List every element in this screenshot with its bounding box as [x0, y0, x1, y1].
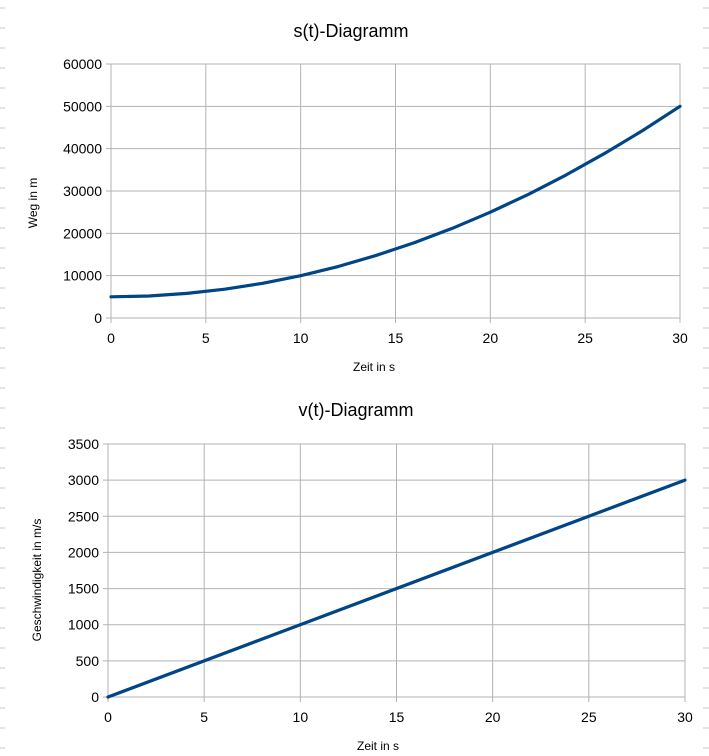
x-tick-labels: 0 5 10 15 20 25 30: [104, 709, 693, 725]
x-tick-labels: 0 5 10 15 20 25 30: [107, 330, 688, 346]
y-tick-labels: 0 10000 20000 30000 40000 50000 60000: [63, 56, 102, 326]
y-tick-label: 30000: [63, 183, 102, 199]
x-tick-label: 10: [293, 709, 309, 725]
x-tick-label: 25: [581, 709, 597, 725]
y-tick-label: 500: [76, 653, 100, 669]
y-tick-labels: 0 500 1000 1500 2000 2500 3000 3500: [68, 436, 99, 705]
s-t-chart: s(t)-Diagramm 0 10000 20000 30000 40000 50000…: [26, 21, 688, 374]
x-axis-label: Zeit in s: [357, 739, 399, 753]
y-tick-label: 10000: [63, 268, 102, 284]
x-tick-label: 0: [107, 330, 115, 346]
x-tick-label: 0: [104, 709, 112, 725]
x-tick-label: 5: [200, 709, 208, 725]
x-tick-label: 20: [485, 709, 501, 725]
y-tick-label: 3500: [68, 436, 99, 452]
gridlines: [106, 63, 681, 323]
y-axis-label: Geschwindigkeit in m/s: [30, 519, 44, 642]
y-tick-label: 0: [91, 689, 99, 705]
gridlines: [103, 443, 686, 702]
sheet-gutter-marks: [0, 7, 709, 749]
y-axis-label: Weg in m: [26, 178, 40, 228]
x-tick-label: 30: [672, 330, 688, 346]
y-tick-label: 40000: [63, 141, 102, 157]
x-tick-label: 15: [389, 709, 405, 725]
y-tick-label: 2500: [68, 508, 99, 524]
chart-title: s(t)-Diagramm: [294, 21, 409, 41]
v-t-chart: v(t)-Diagramm 0 500 1000 1500 2000 2500 3000 35…: [30, 400, 693, 753]
distance-series-line: [109, 104, 682, 299]
y-tick-label: 0: [94, 310, 102, 326]
x-axis-label: Zeit in s: [353, 360, 395, 374]
x-tick-label: 15: [388, 330, 404, 346]
chart-title: v(t)-Diagramm: [299, 400, 414, 420]
y-tick-label: 60000: [63, 56, 102, 72]
y-tick-label: 2000: [68, 544, 99, 560]
y-tick-label: 1500: [68, 581, 99, 597]
y-tick-label: 20000: [63, 225, 102, 241]
x-tick-label: 30: [677, 709, 693, 725]
y-tick-label: 3000: [68, 472, 99, 488]
x-tick-label: 25: [577, 330, 593, 346]
x-tick-label: 20: [483, 330, 499, 346]
x-tick-label: 10: [293, 330, 309, 346]
y-tick-label: 1000: [68, 617, 99, 633]
y-tick-label: 50000: [63, 98, 102, 114]
x-tick-label: 5: [202, 330, 210, 346]
velocity-series-line: [106, 478, 687, 699]
